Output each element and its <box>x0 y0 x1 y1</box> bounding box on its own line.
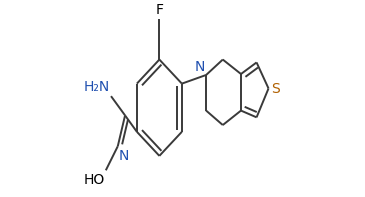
Text: HO: HO <box>84 173 105 187</box>
Text: N: N <box>194 60 205 74</box>
Text: F: F <box>155 3 164 17</box>
Text: H₂N: H₂N <box>84 80 110 94</box>
Text: S: S <box>271 82 280 96</box>
Text: N: N <box>119 149 129 163</box>
